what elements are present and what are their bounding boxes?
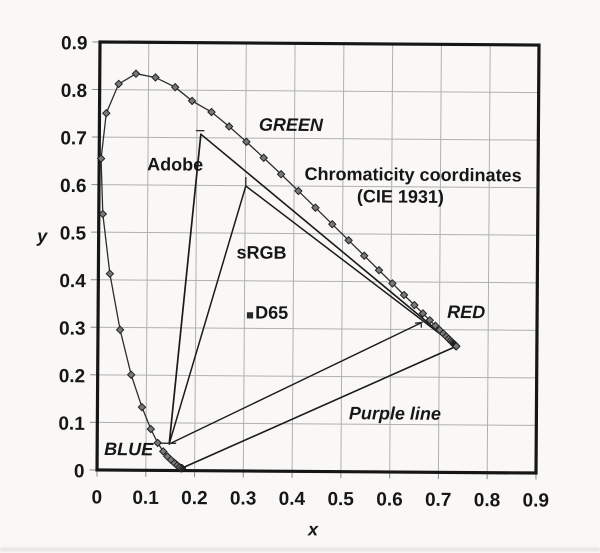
- svg-text:0.9: 0.9: [523, 490, 550, 511]
- svg-text:Purple line: Purple line: [349, 403, 441, 424]
- svg-text:0: 0: [74, 461, 85, 482]
- svg-text:Adobe: Adobe: [147, 154, 203, 174]
- svg-text:0: 0: [91, 487, 102, 508]
- svg-text:sRGB: sRGB: [236, 242, 286, 262]
- svg-text:D65: D65: [255, 303, 288, 323]
- svg-text:(CIE 1931): (CIE 1931): [357, 186, 444, 207]
- svg-text:0.3: 0.3: [230, 488, 257, 509]
- svg-text:0.3: 0.3: [59, 318, 86, 339]
- svg-text:0.4: 0.4: [279, 489, 306, 510]
- svg-text:0.1: 0.1: [58, 414, 85, 435]
- svg-text:RED: RED: [447, 302, 485, 322]
- svg-text:0.7: 0.7: [60, 128, 87, 149]
- svg-text:0.7: 0.7: [425, 490, 452, 511]
- svg-text:0.5: 0.5: [327, 489, 354, 510]
- svg-text:Chromaticity coordinates: Chromaticity coordinates: [305, 164, 522, 186]
- svg-text:0.4: 0.4: [59, 271, 86, 292]
- svg-text:0.8: 0.8: [474, 490, 501, 511]
- svg-text:0.9: 0.9: [61, 33, 88, 54]
- svg-text:BLUE: BLUE: [104, 439, 154, 459]
- svg-text:GREEN: GREEN: [259, 115, 324, 135]
- svg-text:0.5: 0.5: [60, 223, 87, 244]
- svg-text:0.2: 0.2: [59, 366, 86, 387]
- svg-text:0.2: 0.2: [181, 488, 208, 509]
- svg-text:0.6: 0.6: [376, 489, 403, 510]
- svg-text:y: y: [36, 226, 48, 246]
- svg-text:0.8: 0.8: [61, 81, 88, 102]
- svg-text:0.6: 0.6: [60, 176, 87, 197]
- svg-text:0.1: 0.1: [132, 488, 159, 509]
- svg-text:x: x: [307, 519, 319, 539]
